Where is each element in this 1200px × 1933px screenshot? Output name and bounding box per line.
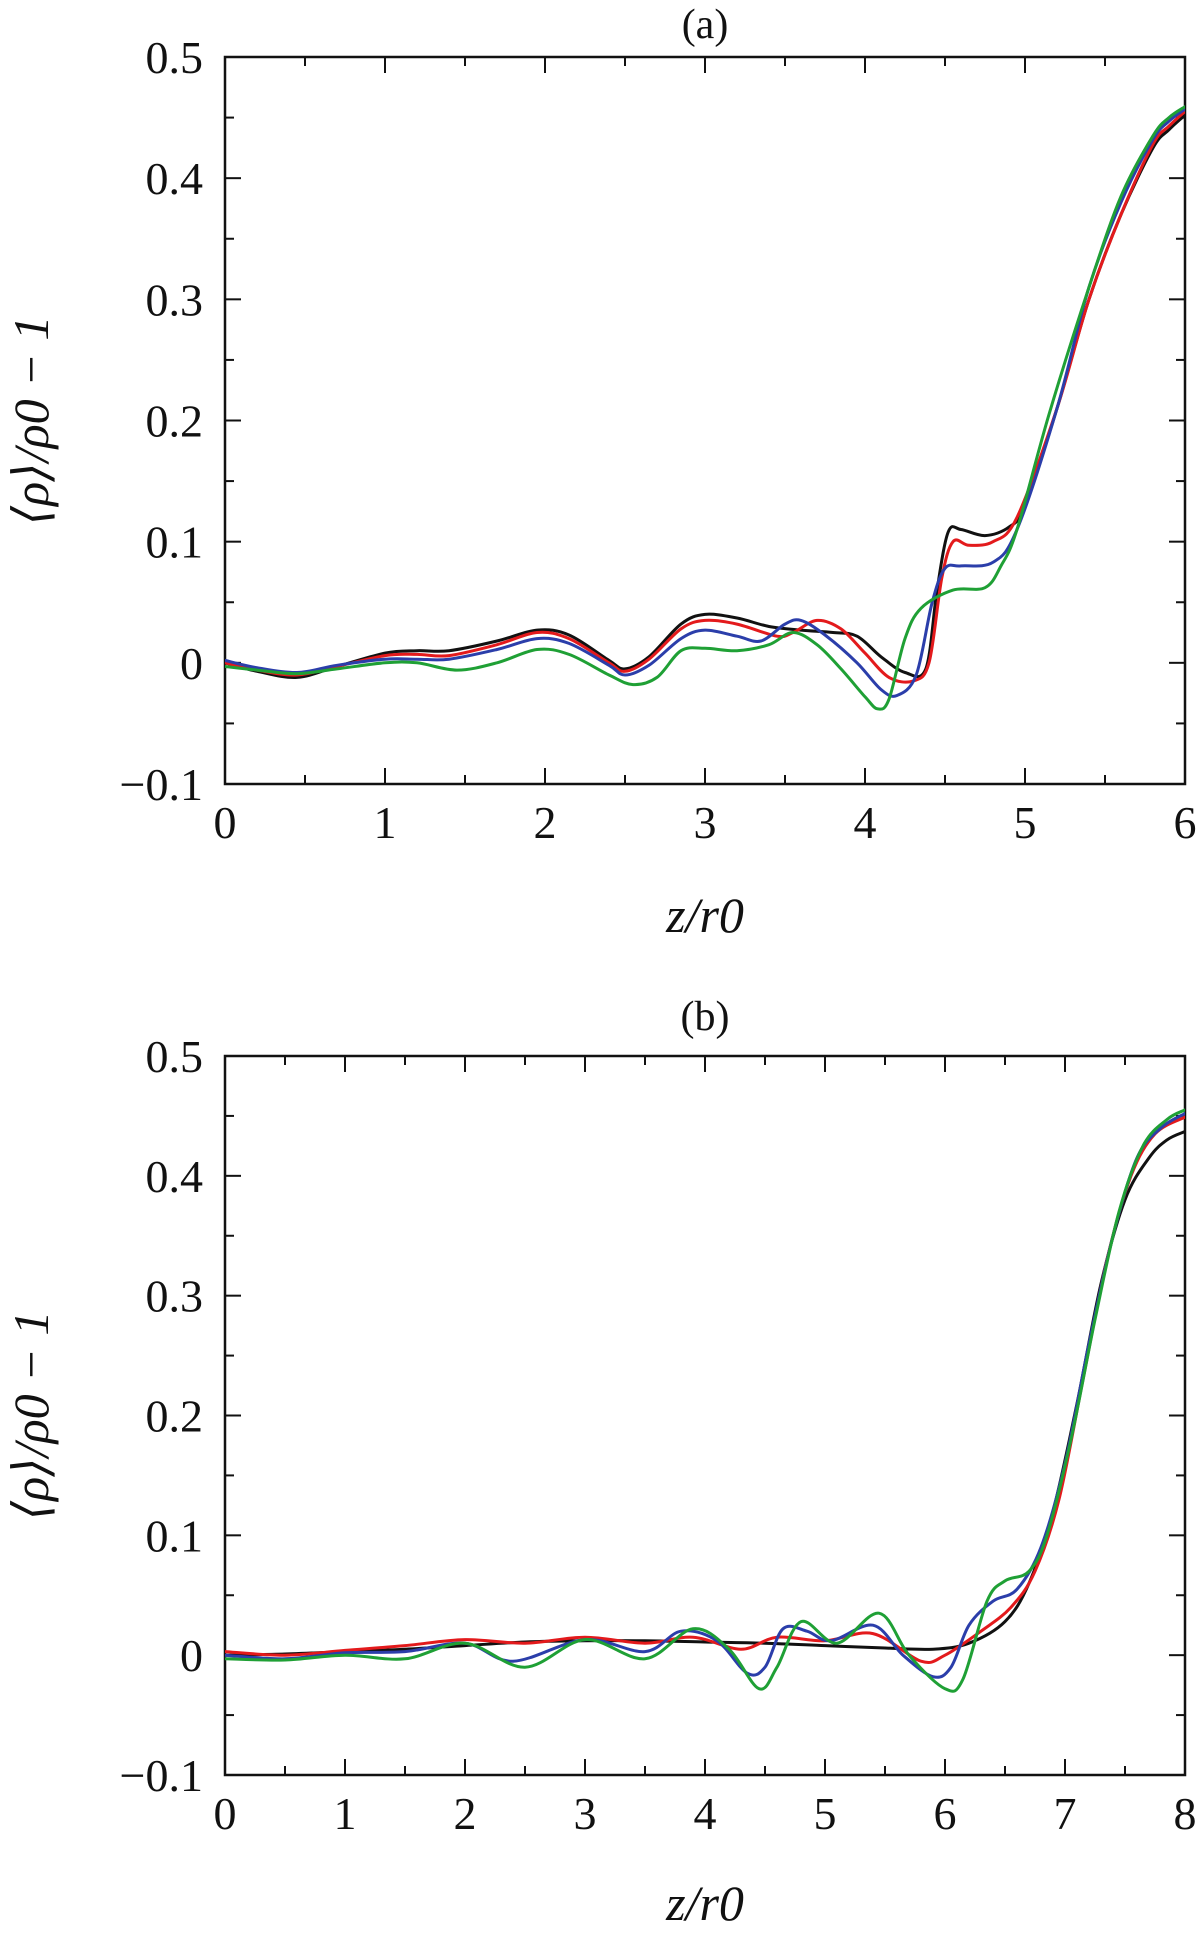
x-tick-label: 7 xyxy=(1054,1788,1077,1839)
y-tick-label: 0 xyxy=(180,1630,203,1681)
y-tick-label: 0.2 xyxy=(146,1391,204,1442)
y-tick-label: −0.1 xyxy=(120,759,203,810)
y-axis-label: ⟨ρ⟩/ρ0 − 1 xyxy=(3,1311,59,1521)
x-tick-label: 1 xyxy=(374,797,397,848)
x-tick-label: 6 xyxy=(1174,797,1197,848)
series-line-4 xyxy=(225,1108,1185,1693)
x-tick-label: 3 xyxy=(694,797,717,848)
y-tick-label: 0.2 xyxy=(146,396,204,447)
x-tick-label: 2 xyxy=(534,797,557,848)
x-tick-label: 4 xyxy=(854,797,877,848)
x-axis-label: z/r0 xyxy=(665,887,744,943)
series-line-2 xyxy=(225,1115,1185,1664)
x-tick-label: 0 xyxy=(214,797,237,848)
y-tick-label: 0.4 xyxy=(146,1151,204,1202)
plot-frame xyxy=(223,1054,1187,1777)
x-tick-label: 6 xyxy=(934,1788,957,1839)
panel-title: (b) xyxy=(681,994,730,1040)
series-line-1 xyxy=(225,113,1185,679)
y-tick-label: −0.1 xyxy=(120,1750,203,1801)
x-tick-label: 0 xyxy=(214,1788,237,1839)
y-tick-label: 0.3 xyxy=(146,274,204,325)
y-axis-label: ⟨ρ⟩/ρ0 − 1 xyxy=(3,316,59,526)
x-tick-label: 2 xyxy=(454,1788,477,1839)
x-tick-label: 3 xyxy=(574,1788,597,1839)
y-tick-label: 0.1 xyxy=(146,1510,204,1561)
panel-a: 0 1 2 3 4 5 6−0.100.10.20.30.40.5(a)z/r0⟨ρ⟩/ρ0… xyxy=(3,2,1197,943)
series-line-3 xyxy=(225,1112,1185,1679)
y-tick-label: 0.3 xyxy=(146,1271,204,1322)
x-tick-label: 1 xyxy=(334,1788,357,1839)
panel-title: (a) xyxy=(682,2,729,48)
x-tick-label: 4 xyxy=(694,1788,717,1839)
series-line-3 xyxy=(225,107,1185,698)
y-tick-label: 0.4 xyxy=(146,153,204,204)
y-tick-label: 0.5 xyxy=(146,32,204,83)
series-line-1 xyxy=(225,1130,1185,1657)
y-tick-label: 0.1 xyxy=(146,517,204,568)
y-tick-label: 0.5 xyxy=(146,1031,204,1082)
y-tick-label: 0 xyxy=(180,638,203,689)
x-tick-label: 5 xyxy=(1014,797,1037,848)
x-tick-label: 8 xyxy=(1174,1788,1197,1839)
panel-b: 0 1 2 3 4 5 6 7 8−0.100.10.20.30.40.5(b)z/r0⟨ρ⟩/… xyxy=(3,994,1197,1931)
x-axis-label: z/r0 xyxy=(665,1875,744,1931)
series-line-2 xyxy=(225,110,1185,684)
series-line-4 xyxy=(225,105,1185,711)
x-tick-label: 5 xyxy=(814,1788,837,1839)
plot-frame xyxy=(223,55,1187,786)
